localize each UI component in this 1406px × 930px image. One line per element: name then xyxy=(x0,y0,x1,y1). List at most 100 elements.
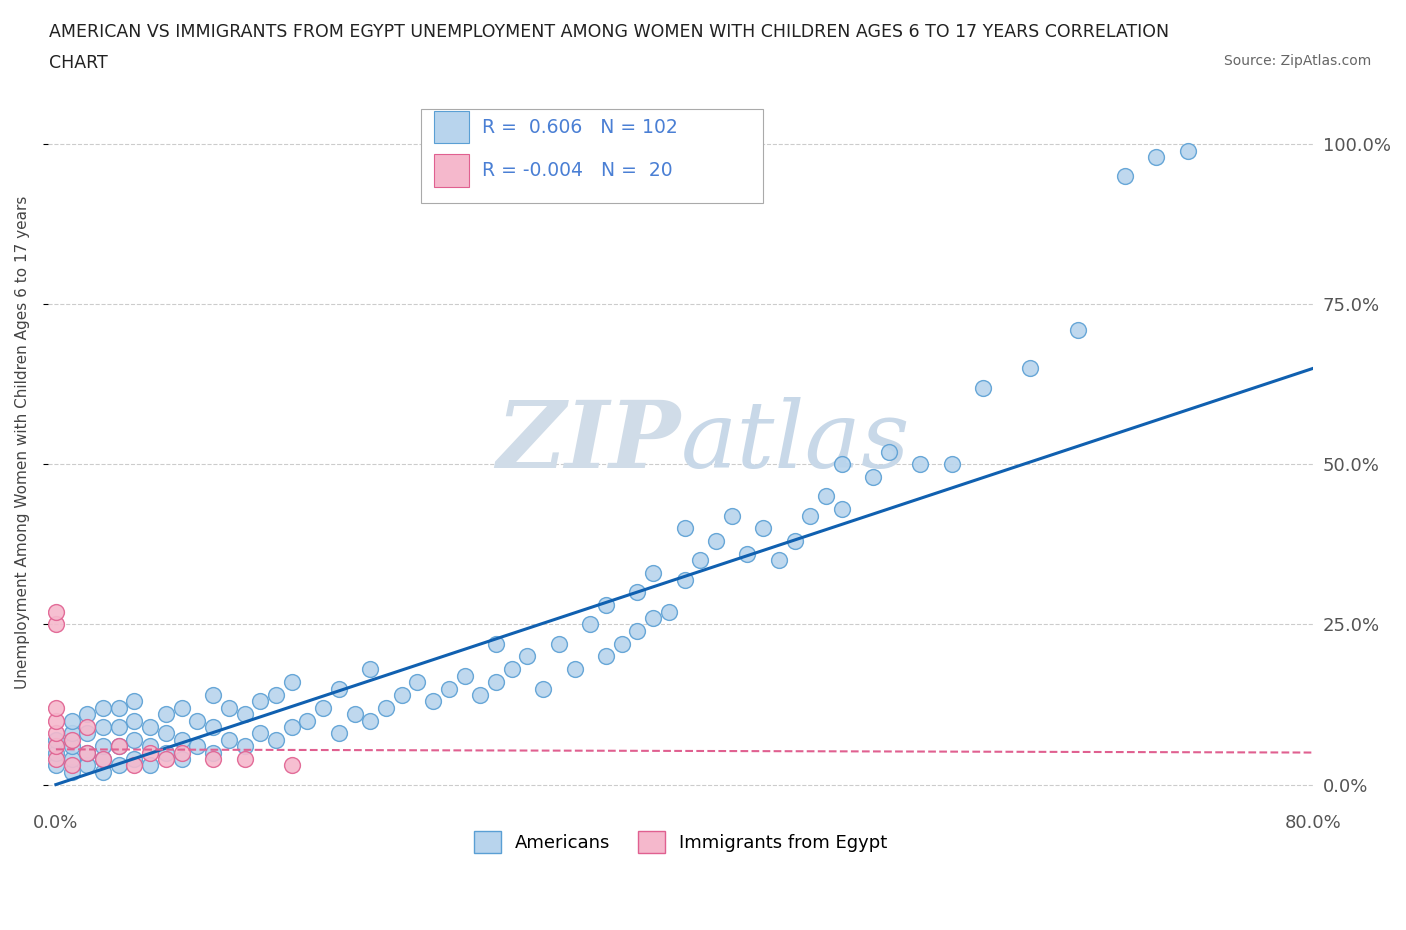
Point xyxy=(155,745,177,760)
Point xyxy=(595,598,617,613)
Point xyxy=(831,502,853,517)
Point xyxy=(297,713,319,728)
Text: ZIP: ZIP xyxy=(496,397,681,487)
Point xyxy=(155,726,177,741)
Y-axis label: Unemployment Among Women with Children Ages 6 to 17 years: Unemployment Among Women with Children A… xyxy=(15,195,30,688)
FancyBboxPatch shape xyxy=(422,109,763,203)
Point xyxy=(831,457,853,472)
Point xyxy=(280,720,302,735)
Point xyxy=(910,457,932,472)
Point xyxy=(233,707,256,722)
Text: AMERICAN VS IMMIGRANTS FROM EGYPT UNEMPLOYMENT AMONG WOMEN WITH CHILDREN AGES 6 : AMERICAN VS IMMIGRANTS FROM EGYPT UNEMPL… xyxy=(49,23,1170,41)
Point xyxy=(610,636,633,651)
Point xyxy=(202,720,225,735)
Point xyxy=(45,732,67,747)
Point xyxy=(877,445,900,459)
Point xyxy=(249,694,271,709)
Point xyxy=(312,700,335,715)
Point xyxy=(202,751,225,766)
Point xyxy=(139,738,162,753)
Point xyxy=(170,751,193,766)
Point xyxy=(280,674,302,689)
Point xyxy=(107,738,129,753)
Point xyxy=(1066,323,1088,338)
Point xyxy=(91,700,114,715)
Point xyxy=(124,713,146,728)
Point xyxy=(139,720,162,735)
Point xyxy=(76,720,98,735)
Point xyxy=(91,751,114,766)
Point xyxy=(783,534,806,549)
Point xyxy=(516,649,538,664)
Point xyxy=(91,738,114,753)
Point xyxy=(202,687,225,702)
Point xyxy=(45,745,67,760)
FancyBboxPatch shape xyxy=(434,111,470,143)
Point xyxy=(76,745,98,760)
Point xyxy=(60,726,83,741)
Point xyxy=(124,758,146,773)
Point xyxy=(124,732,146,747)
Point xyxy=(752,521,775,536)
FancyBboxPatch shape xyxy=(434,154,470,187)
Point xyxy=(91,720,114,735)
Point xyxy=(124,751,146,766)
Point xyxy=(139,745,162,760)
Point xyxy=(1019,361,1042,376)
Point xyxy=(375,700,398,715)
Point xyxy=(45,713,67,728)
Point xyxy=(422,694,444,709)
Point xyxy=(186,738,208,753)
Point xyxy=(531,681,554,696)
Point xyxy=(60,758,83,773)
Point xyxy=(704,534,727,549)
Point xyxy=(768,553,790,568)
Point xyxy=(643,611,665,626)
Point xyxy=(626,623,648,638)
Point xyxy=(406,674,429,689)
Text: R = -0.004   N =  20: R = -0.004 N = 20 xyxy=(482,161,672,180)
Point xyxy=(91,764,114,779)
Point xyxy=(107,700,129,715)
Point xyxy=(862,470,884,485)
Point xyxy=(45,700,67,715)
Point xyxy=(595,649,617,664)
Point xyxy=(45,758,67,773)
Point xyxy=(264,732,287,747)
Point xyxy=(579,617,602,631)
Point xyxy=(673,521,696,536)
Point xyxy=(501,662,523,677)
Text: Source: ZipAtlas.com: Source: ZipAtlas.com xyxy=(1223,54,1371,68)
Point xyxy=(689,553,711,568)
Point xyxy=(328,681,350,696)
Legend: Americans, Immigrants from Egypt: Americans, Immigrants from Egypt xyxy=(467,823,894,860)
Point xyxy=(815,489,838,504)
Point xyxy=(1114,168,1136,183)
Point xyxy=(170,732,193,747)
Point xyxy=(564,662,586,677)
Point xyxy=(60,751,83,766)
Point xyxy=(359,662,381,677)
Point xyxy=(76,726,98,741)
Point xyxy=(1144,150,1167,165)
Point xyxy=(359,713,381,728)
Point xyxy=(76,745,98,760)
Point xyxy=(45,751,67,766)
Point xyxy=(470,687,492,702)
Point xyxy=(45,738,67,753)
Point xyxy=(60,732,83,747)
Point xyxy=(218,700,240,715)
Point xyxy=(249,726,271,741)
Point xyxy=(124,694,146,709)
Point xyxy=(673,572,696,587)
Point xyxy=(626,585,648,600)
Point xyxy=(799,508,821,523)
Point xyxy=(737,547,759,562)
Point xyxy=(186,713,208,728)
Point xyxy=(233,751,256,766)
Text: atlas: atlas xyxy=(681,397,910,487)
Point xyxy=(107,738,129,753)
Point xyxy=(343,707,366,722)
Point xyxy=(155,751,177,766)
Point xyxy=(328,726,350,741)
